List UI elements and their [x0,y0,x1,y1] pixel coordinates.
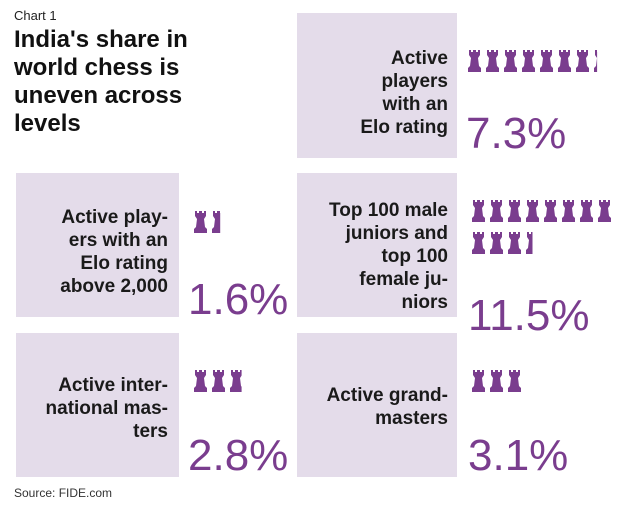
category-label-line: Top 100 male [329,200,448,221]
category-label-line: Active play- [61,207,168,228]
panel-background [297,333,457,477]
chess-pawn-icon [490,370,503,392]
chess-pawn-icon [598,200,611,222]
panel-background [16,173,179,317]
value-label: 2.8% [188,431,288,480]
chess-pawn-icon [490,232,503,254]
category-label-line: juniors and [345,223,448,244]
chess-pawn-icon [526,370,539,392]
chess-pawn-icon [472,232,485,254]
chess-pawn-icon [504,50,517,72]
chess-pawn-icon [194,370,207,392]
panel-background [16,333,179,477]
chess-pawn-icon [508,370,521,392]
chess-pawn-icon [508,232,521,254]
category-label-line: Active grand- [327,385,448,406]
value-label: 1.6% [188,275,288,324]
chess-pawn-icon [472,200,485,222]
value-label: 3.1% [468,431,568,480]
chess-pawn-icon [212,211,221,233]
category-label-line: Active inter- [58,375,168,396]
value-label: 7.3% [466,109,566,158]
chess-pawn-icon [194,211,207,233]
category-label-line: ers with an [69,230,168,251]
category-label-line: national mas- [46,398,168,419]
source-note: Source: FIDE.com [14,486,113,500]
chess-pawn-icon [558,50,571,72]
chess-pawn-icon [490,200,503,222]
chess-pawn-icon [540,50,553,72]
category-label-line: Elo rating [80,253,168,274]
category-label-line: niors [402,292,448,313]
category-panel-5: Active grand-masters 3.1% [297,333,568,480]
chart-title: India's share in world chess is uneven a… [14,26,188,137]
category-panel-4: Active inter-national mas-ters 2.8% [16,333,288,480]
chess-pawn-icon [526,200,539,222]
chess-pawn-icon [526,232,533,254]
panel-background [297,173,457,317]
chess-pawn-icon [576,50,589,72]
chess-pawn-icon [486,50,499,72]
category-label-line: above 2,000 [60,276,168,297]
chess-pawn-icon [468,50,481,72]
category-label-line: ters [133,421,168,442]
chess-pawn-icon [544,200,557,222]
value-label: 11.5% [468,291,590,340]
category-label-line: masters [375,408,448,429]
chess-pawn-icon [472,370,485,392]
chess-pawn-icon [230,370,242,392]
category-label-line: top 100 [381,246,448,267]
chess-pawn-icon [212,370,225,392]
chess-pawn-icon [594,50,598,72]
chart-label: Chart 1 [14,8,57,23]
category-label-line: with an [382,94,448,115]
chess-pawn-icon [522,50,535,72]
category-label-line: Elo rating [360,117,448,138]
chess-pawn-icon [508,200,521,222]
category-label-line: Active [391,48,448,69]
chess-pawn-icon [580,200,593,222]
chess-pawn-icon [562,200,575,222]
panel-background [297,13,457,158]
category-label-line: female ju- [359,269,448,290]
category-label-line: players [381,71,448,92]
